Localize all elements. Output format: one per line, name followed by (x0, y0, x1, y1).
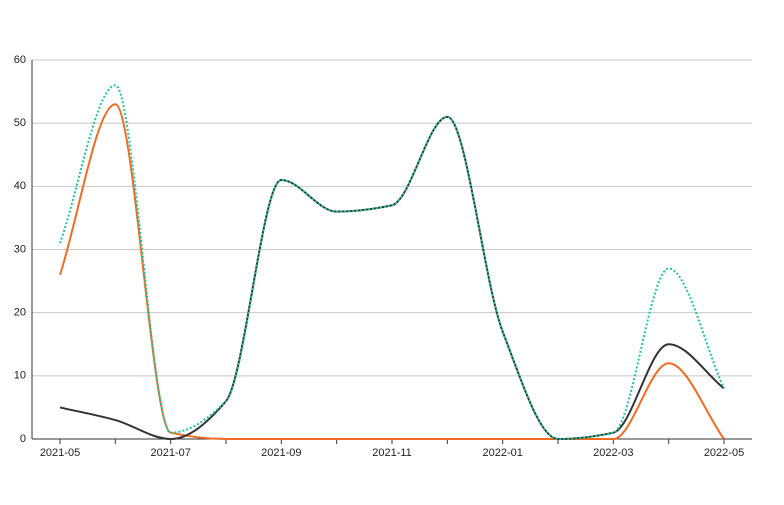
x-tick-label: 2021-05 (40, 447, 80, 459)
y-tick-label: 50 (14, 117, 26, 129)
y-tick-label: 0 (20, 433, 26, 445)
series-line (59, 84, 725, 441)
x-tick-label: 2022-05 (704, 447, 744, 459)
x-tick-label: 2021-09 (261, 447, 301, 459)
x-tick-label: 2021-07 (150, 447, 190, 459)
y-tick-label: 10 (14, 370, 26, 382)
x-tick-label: 2021-11 (372, 447, 412, 459)
y-tick-label: 30 (14, 243, 26, 255)
x-tick-label: 2022-01 (482, 447, 522, 459)
y-tick-label: 40 (14, 180, 26, 192)
x-tick-label: 2022-03 (593, 447, 633, 459)
y-tick-label: 60 (14, 54, 26, 66)
series-line (59, 115, 725, 441)
y-tick-label: 20 (14, 307, 26, 319)
series-line (59, 103, 725, 440)
